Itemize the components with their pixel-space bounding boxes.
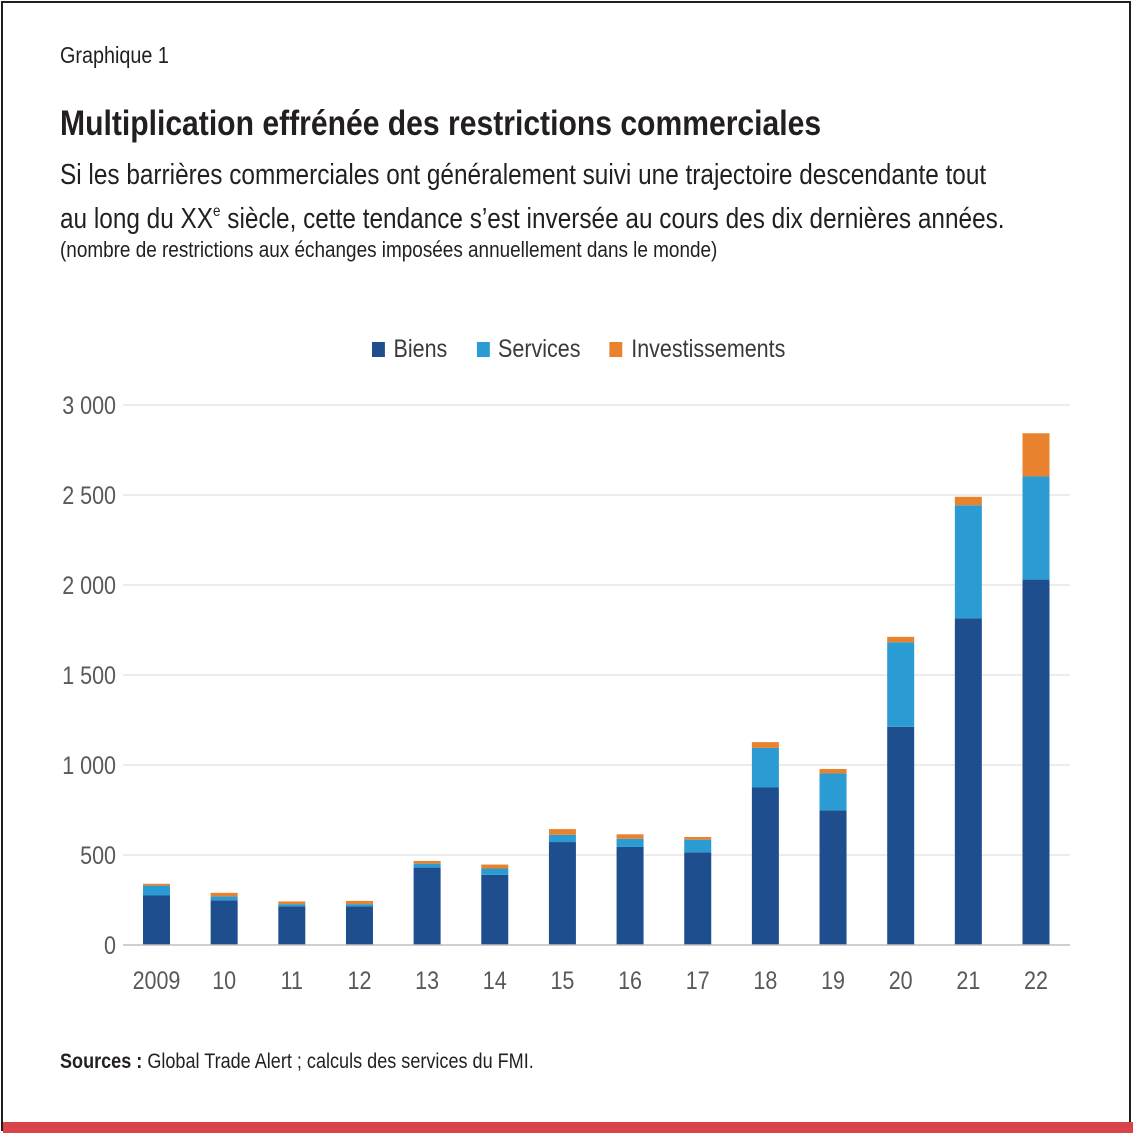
subtitle-line-2-start: au long du XX <box>60 203 214 235</box>
bar-biens-22 <box>1022 579 1050 945</box>
y-tick-label: 1 500 <box>62 661 116 689</box>
x-tick-label: 19 <box>821 966 845 994</box>
source-note: Sources : Global Trade Alert ; calculs d… <box>60 1050 534 1074</box>
bar-biens-10 <box>210 900 238 945</box>
legend-item-investissements: Investissements <box>609 334 786 364</box>
y-tick-label: 3 000 <box>62 391 116 419</box>
legend-item-services: Services <box>476 334 581 364</box>
bar-investissements-11 <box>278 901 306 905</box>
bar-investissements-17 <box>684 837 712 840</box>
y-tick-label: 2 500 <box>62 481 116 509</box>
x-tick-label: 22 <box>1024 966 1048 994</box>
bar-biens-13 <box>413 867 441 945</box>
bar-services-14 <box>481 868 509 875</box>
subtitle-superscript: e <box>213 203 221 220</box>
x-tick-label: 18 <box>753 966 777 994</box>
bar-services-15 <box>548 834 576 843</box>
bar-services-19 <box>819 773 847 811</box>
bar-biens-17 <box>684 852 712 945</box>
figure-label: Graphique 1 <box>60 42 169 68</box>
chart-legend: Biens Services Investissements <box>372 333 815 365</box>
bar-services-10 <box>210 896 238 901</box>
x-tick-label: 17 <box>686 966 710 994</box>
bar-investissements-18 <box>751 742 779 748</box>
legend-label-biens: Biens <box>393 334 448 363</box>
chart-subtitle: Si les barrières commerciales ont généra… <box>60 153 1068 241</box>
subtitle-line-2: au long du XXe siècle, cette tendance s’… <box>60 197 1068 241</box>
bar-services-18 <box>751 747 779 788</box>
bar-investissements-15 <box>548 829 576 835</box>
bar-biens-15 <box>548 842 576 945</box>
bar-investissements-10 <box>210 892 238 897</box>
source-label: Sources : <box>60 1050 143 1073</box>
bar-services-11 <box>278 904 306 907</box>
bar-services-16 <box>616 838 644 847</box>
bar-services-20 <box>887 642 915 727</box>
legend-swatch-investissements <box>609 341 623 357</box>
x-tick-label: 11 <box>281 966 303 994</box>
x-tick-label: 2009 <box>133 966 181 994</box>
bar-biens-20 <box>887 726 915 945</box>
legend-item-biens: Biens <box>372 335 447 364</box>
x-tick-label: 12 <box>348 966 372 994</box>
bar-investissements-14 <box>481 864 509 869</box>
y-tick-label: 500 <box>80 841 116 869</box>
bar-services-13 <box>413 863 441 868</box>
bar-biens-2009 <box>143 895 170 945</box>
bar-investissements-21 <box>954 496 982 506</box>
subtitle-line-2-end: siècle, cette tendance s’est inversée au… <box>220 203 1005 235</box>
bar-services-17 <box>684 839 712 853</box>
units-note: (nombre de restrictions aux échanges imp… <box>60 237 718 262</box>
bar-investissements-2009 <box>143 883 170 886</box>
x-tick-label: 16 <box>618 966 642 994</box>
bar-investissements-20 <box>887 636 915 643</box>
bar-biens-19 <box>819 810 847 945</box>
chart-title: Multiplication effrénée des restrictions… <box>60 104 822 143</box>
bar-services-21 <box>954 505 982 619</box>
source-text: Global Trade Alert ; calculs des service… <box>142 1050 534 1073</box>
bar-chart: 0 500 1 000 1 500 2 000 2 500 3 000 2009 10 11 12 1… <box>62 391 1070 994</box>
bar-biens-21 <box>954 618 982 945</box>
x-tick-label: 14 <box>483 966 507 994</box>
subtitle-line-1: Si les barrières commerciales ont généra… <box>60 159 987 191</box>
y-tick-label: 1 000 <box>62 751 116 779</box>
bar-biens-18 <box>751 787 779 945</box>
bar-services-12 <box>345 904 373 907</box>
bar-biens-16 <box>616 846 644 945</box>
accent-bar <box>3 1122 1133 1133</box>
bar-biens-12 <box>345 906 373 945</box>
bar-investissements-13 <box>413 860 441 864</box>
x-tick-label: 13 <box>415 966 439 994</box>
bar-investissements-19 <box>819 768 847 774</box>
bar-services-2009 <box>143 885 170 896</box>
bar-investissements-16 <box>616 834 644 839</box>
y-tick-label: 0 <box>104 931 116 959</box>
bar-investissements-22 <box>1022 433 1050 477</box>
bar-investissements-12 <box>345 900 373 905</box>
bar-services-22 <box>1022 476 1050 580</box>
x-tick-label: 15 <box>550 966 574 994</box>
x-tick-label: 10 <box>212 966 236 994</box>
legend-swatch-services <box>476 341 490 357</box>
x-tick-label: 21 <box>956 966 980 994</box>
y-tick-label: 2 000 <box>62 571 116 599</box>
bar-biens-11 <box>278 906 306 945</box>
legend-label-services: Services <box>498 334 581 363</box>
legend-label-investissements: Investissements <box>631 334 786 363</box>
x-tick-label: 20 <box>889 966 913 994</box>
legend-swatch-biens <box>372 341 385 357</box>
bar-biens-14 <box>481 874 509 945</box>
